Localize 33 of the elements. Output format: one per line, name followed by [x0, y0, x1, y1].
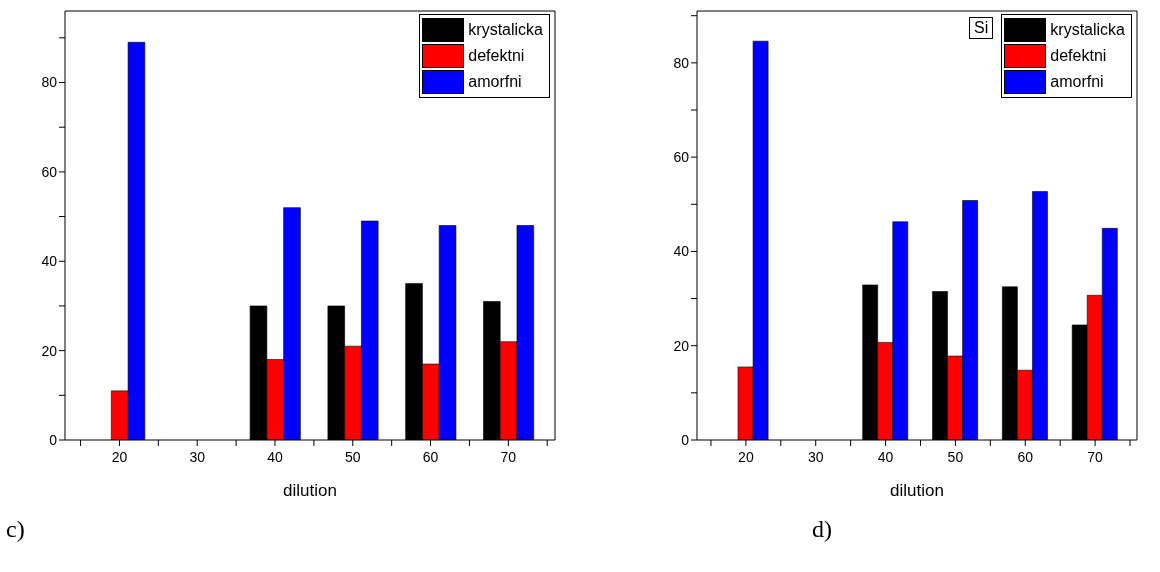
y-tick-label: 80: [673, 54, 690, 71]
x-tick-label: 50: [344, 448, 361, 465]
legend-label: krystalicka: [1050, 21, 1126, 39]
y-tick-label: 60: [41, 163, 58, 180]
x-tick-label: 40: [267, 448, 283, 465]
y-tick-label: 0: [49, 431, 58, 448]
x-tick-label: 70: [500, 448, 517, 465]
x-tick-label: 60: [1017, 448, 1034, 465]
x-tick-label: 20: [111, 448, 128, 465]
legend-label: amorfni: [1050, 73, 1105, 91]
x-tick-label: 70: [1087, 448, 1104, 465]
y-tick-label: 80: [41, 74, 58, 91]
y-tick-label: 40: [41, 253, 58, 270]
y-tick-label: 40: [673, 243, 690, 260]
x-tick-label: 30: [807, 448, 824, 465]
y-tick-label: 60: [673, 149, 690, 166]
x-axis-title: dilution: [283, 481, 337, 500]
legend-label: krystalicka: [468, 21, 544, 39]
x-tick-label: 40: [877, 448, 894, 465]
y-tick-label: 20: [673, 337, 690, 354]
legend-title: Si: [969, 17, 994, 39]
x-tick-label: 20: [738, 448, 754, 465]
y-tick-label: 20: [41, 342, 58, 359]
text: c): [6, 516, 26, 543]
y-tick-label: 0: [681, 431, 690, 448]
x-tick-label: 50: [947, 448, 964, 465]
x-tick-label: 60: [422, 448, 439, 465]
legend-label: defektni: [468, 47, 526, 65]
x-axis-title: dilution: [890, 481, 944, 500]
legend-label: defektni: [1050, 47, 1108, 65]
x-tick-label: 30: [189, 448, 206, 465]
legend-label: amorfni: [468, 73, 523, 91]
text: d): [812, 516, 833, 543]
